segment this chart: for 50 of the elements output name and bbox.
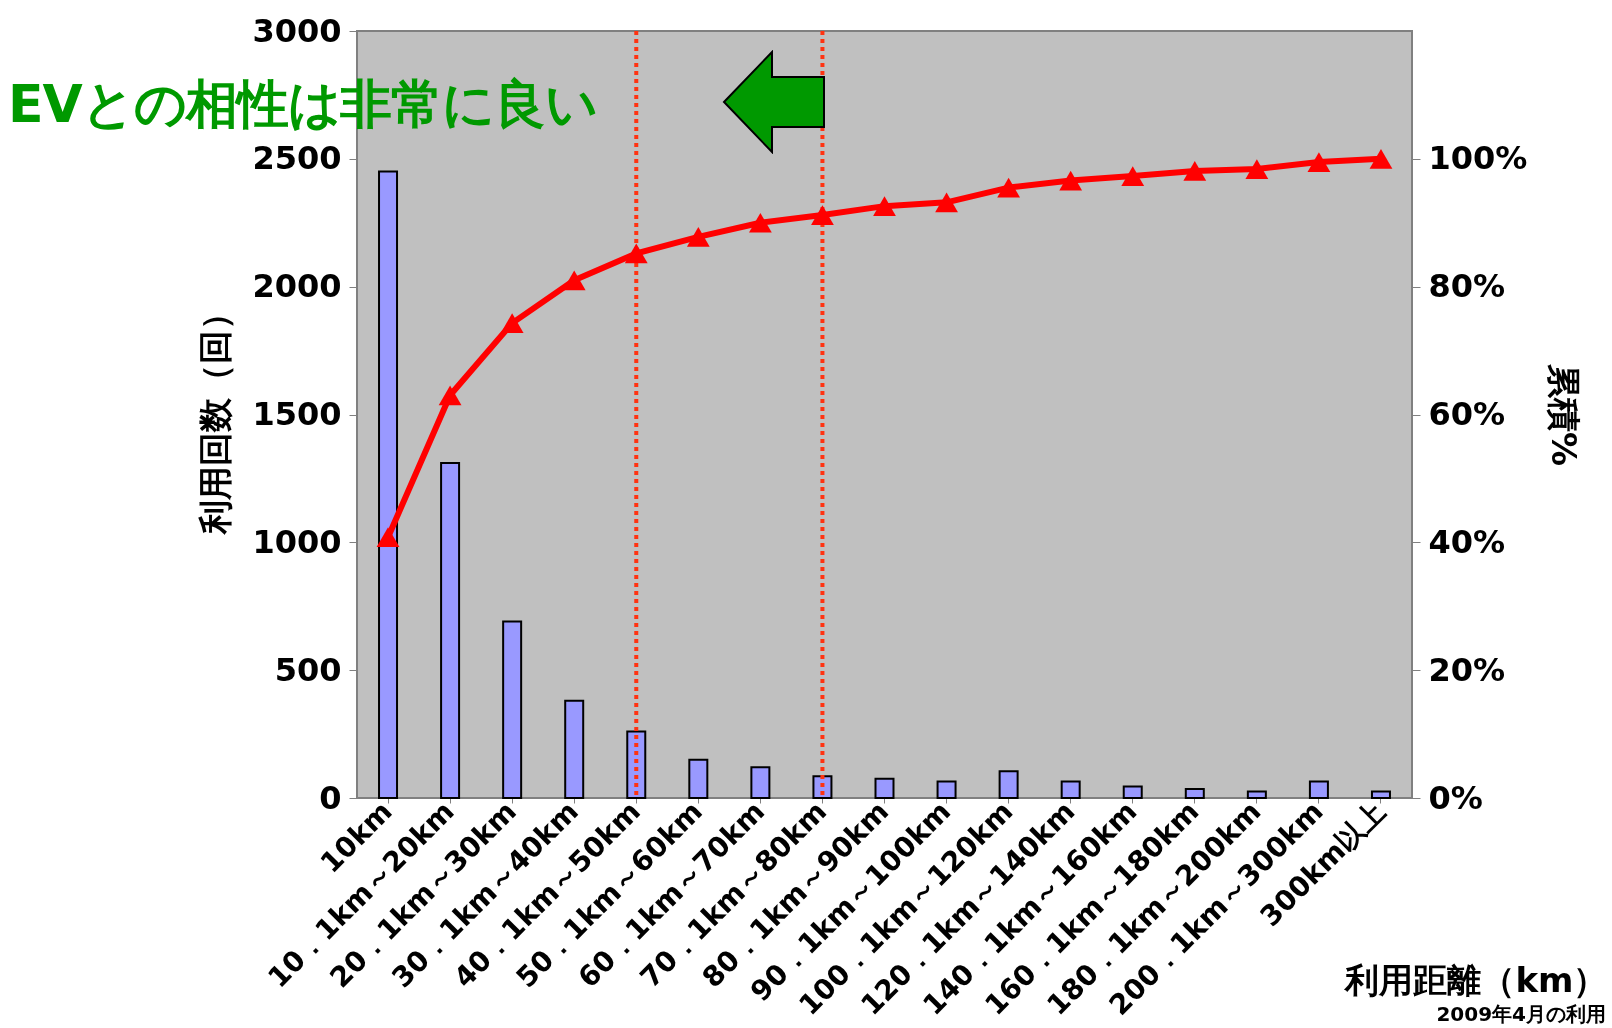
y-tick-label: 1000	[252, 522, 342, 561]
bar	[378, 170, 399, 799]
y-tick-label: 500	[274, 650, 342, 689]
annotation: EVとの相性は非常に良い	[8, 73, 597, 136]
bar	[750, 766, 771, 799]
bar	[1308, 780, 1329, 799]
point	[811, 205, 834, 225]
text: 2009年4月の利用	[1436, 1001, 1606, 1028]
point	[1059, 170, 1083, 191]
y-axis-title: 利用回数（回）	[195, 296, 236, 536]
y-tick-label: 2500	[252, 139, 342, 178]
bar	[874, 777, 895, 799]
bar	[626, 730, 647, 799]
bar	[502, 620, 523, 799]
point	[562, 270, 586, 291]
y2-tick-label: 80%	[1428, 267, 1506, 306]
y2-tick-label: 60%	[1428, 395, 1506, 433]
y2-tick-label: 100%	[1428, 139, 1528, 178]
bar	[564, 699, 585, 799]
point	[748, 212, 772, 233]
bar	[1246, 790, 1267, 799]
point	[1245, 159, 1269, 179]
y2-axis-title: 累積%	[1544, 363, 1585, 467]
y-tick-label: 2000	[252, 267, 342, 306]
bar	[688, 758, 709, 799]
point	[1183, 161, 1207, 181]
bar	[936, 780, 957, 799]
bar	[1184, 788, 1205, 799]
y2-tick-label: 0%	[1428, 778, 1483, 817]
y-tick-label: 3000	[252, 11, 342, 50]
point	[686, 226, 710, 247]
bar	[440, 462, 461, 799]
point	[1307, 152, 1331, 172]
point	[873, 196, 896, 217]
point	[376, 527, 400, 548]
bar	[1122, 785, 1143, 799]
point	[624, 243, 648, 264]
point	[997, 177, 1021, 198]
point	[500, 313, 524, 333]
point	[1369, 148, 1393, 169]
bar	[1060, 780, 1081, 799]
y-tick-label: 1500	[252, 395, 342, 433]
y2-tick-label: 20%	[1428, 650, 1506, 689]
point	[935, 192, 958, 213]
bar	[1370, 790, 1391, 799]
y2-tick-label: 40%	[1428, 522, 1506, 561]
point	[1121, 166, 1145, 186]
bar	[998, 770, 1019, 799]
x-axis-title: 利用距離（km）	[1343, 959, 1608, 1000]
point	[438, 385, 462, 406]
